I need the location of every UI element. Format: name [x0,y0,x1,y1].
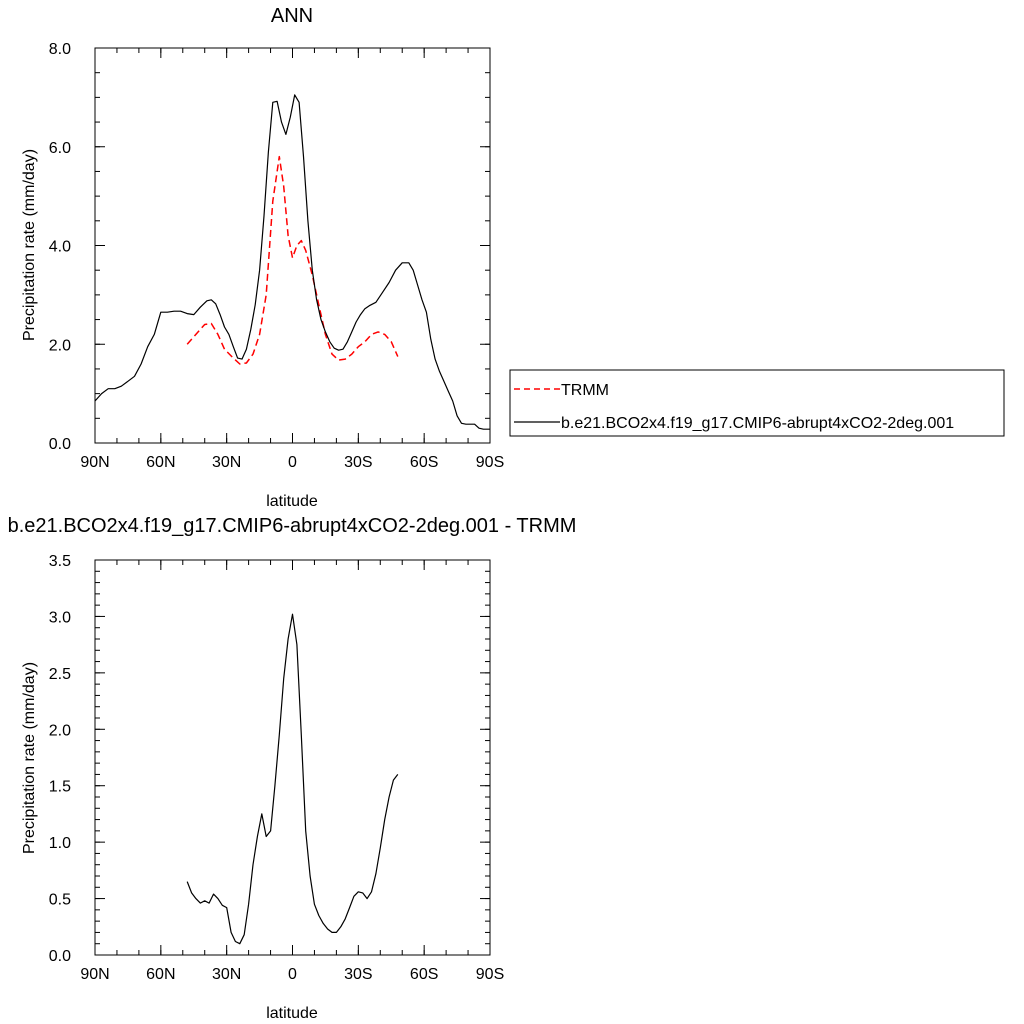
top-chart-panel: ANN Precipitation rate (mm/day) latitude… [21,5,504,510]
bottom-chart-plot-frame [94,559,491,956]
bottom-chart-y-tick-label: 3.0 [49,609,71,626]
bottom-chart-x-tick-label: 90S [476,966,504,983]
top-chart-x-tick-label: 90N [80,454,109,471]
top-chart-x-tick-labels: 90N 60N 30N 0 30S 60S 90S [80,454,504,471]
bottom-chart-y-tick-label: 0.0 [49,948,71,965]
bottom-chart-series [186,613,399,945]
top-chart-y-tick-label: 8.0 [49,41,71,58]
top-chart-y-tick-label: 6.0 [49,140,71,157]
bottom-chart-y-tick-label: 1.0 [49,835,71,852]
bottom-chart-y-tick-label: 1.5 [49,779,71,796]
bottom-chart-ticks [94,559,491,956]
top-chart-plot-frame [94,47,491,444]
bottom-chart-y-axis-label: Precipitation rate (mm/day) [21,662,38,854]
top-chart-series-line-0 [186,155,399,365]
bottom-chart-y-tick-label: 2.5 [49,666,71,683]
bottom-chart-panel: b.e21.BCO2x4.f19_g17.CMIP6-abrupt4xCO2-2… [8,515,577,1022]
legend-label-model: b.e21.BCO2x4.f19_g17.CMIP6-abrupt4xCO2-2… [561,415,954,432]
bottom-chart-x-tick-label: 30S [344,966,372,983]
legend-label-trmm: TRMM [561,382,609,399]
bottom-chart-x-tick-labels: 90N 60N 30N 0 30S 60S 90S [80,966,504,983]
top-chart-x-tick-label: 30S [344,454,372,471]
bottom-chart-x-tick-label: 60N [146,966,175,983]
legend-frame [509,369,1005,437]
bottom-chart-y-tick-label: 0.5 [49,892,71,909]
top-chart-legend: TRMM b.e21.BCO2x4.f19_g17.CMIP6-abrupt4x… [509,369,1005,437]
top-chart-y-tick-label: 4.0 [49,239,71,256]
bottom-chart-x-tick-label: 90N [80,966,109,983]
bottom-chart-x-tick-label: 0 [288,966,297,983]
top-chart-title: ANN [271,5,313,27]
top-chart-y-axis-label: Precipitation rate (mm/day) [21,149,38,341]
top-chart-x-tick-label: 60S [410,454,438,471]
top-chart-y-tick-labels: 0.0 2.0 4.0 6.0 8.0 [49,41,71,453]
top-chart-x-tick-label: 30N [212,454,241,471]
top-chart-series-line-1 [94,94,490,430]
top-chart-y-tick-label: 2.0 [49,337,71,354]
top-chart-y-tick-label: 0.0 [49,436,71,453]
bottom-chart-y-tick-labels: 0.0 0.5 1.0 1.5 2.0 2.5 3.0 3.5 [49,553,71,965]
top-chart-x-tick-label: 60N [146,454,175,471]
top-chart-x-tick-label: 90S [476,454,504,471]
top-chart-x-tick-label: 0 [288,454,297,471]
bottom-chart-series-line-0 [186,613,399,945]
bottom-chart-y-tick-label: 3.5 [49,553,71,570]
top-chart-series [94,94,490,430]
top-chart-x-axis-label: latitude [266,493,318,510]
bottom-chart-title: b.e21.BCO2x4.f19_g17.CMIP6-abrupt4xCO2-2… [8,515,577,537]
bottom-chart-y-tick-label: 2.0 [49,722,71,739]
bottom-chart-x-tick-label: 30N [212,966,241,983]
bottom-chart-x-tick-label: 60S [410,966,438,983]
bottom-chart-x-axis-label: latitude [266,1005,318,1022]
